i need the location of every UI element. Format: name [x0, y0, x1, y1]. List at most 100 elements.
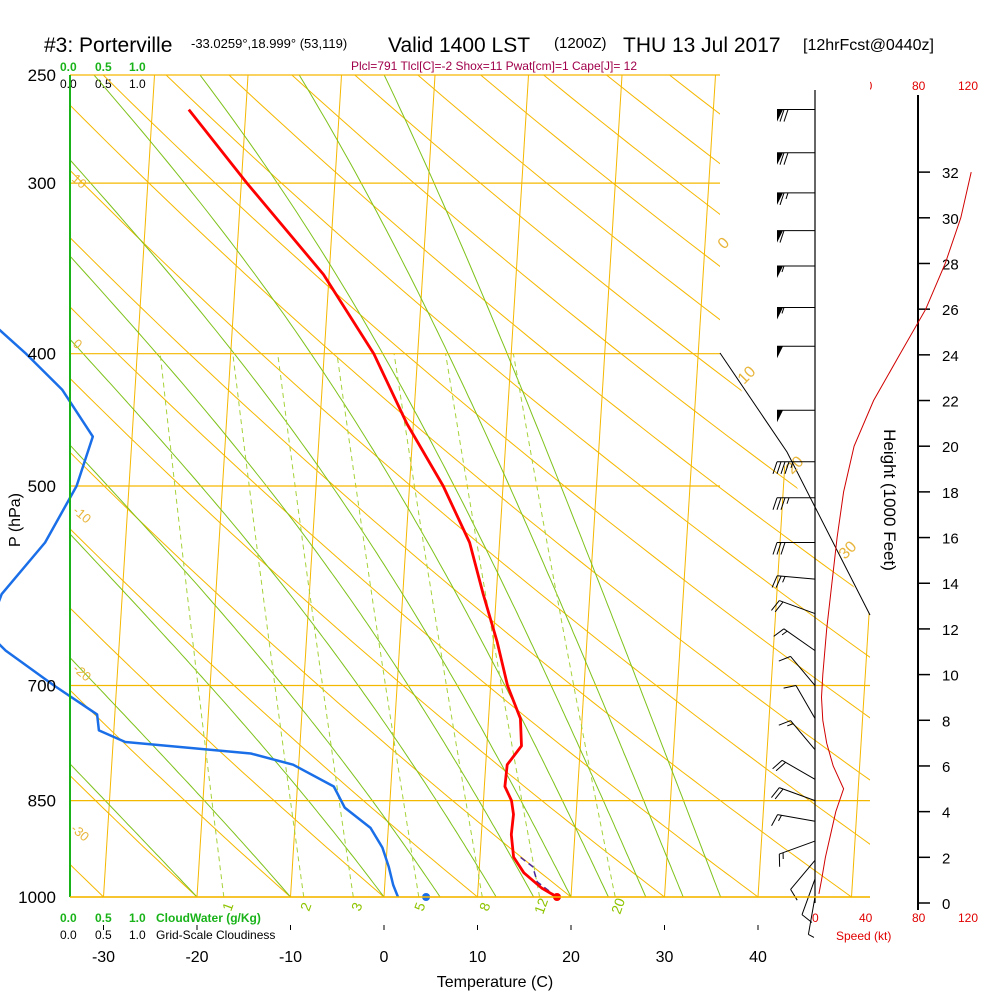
indices-text: Plcl=791 Tlcl[C]=-2 Shox=11 Pwat[cm]=1 C… [351, 59, 637, 73]
wind-barb-feather [776, 461, 782, 474]
cloudwater-tick-bottom-0: 0.0 [60, 911, 77, 925]
dry-adiabat-line [70, 607, 385, 897]
dry-adiabat-line [417, 75, 870, 432]
height-tick-label: 2 [942, 850, 950, 867]
height-tick-label: 22 [942, 394, 959, 411]
wind-barb-feather [784, 461, 790, 474]
speed-tick-top-120: 120 [958, 79, 978, 93]
chart-title-zulu: (1200Z) [554, 35, 607, 52]
speed-tick-bottom-0: 0 [812, 911, 819, 925]
cloudwater-tick-top-2: 1.0 [129, 60, 146, 74]
chart-title-station: #3: Porterville [44, 34, 172, 57]
pressure-tick-label: 500 [28, 477, 56, 496]
temperature-tick-label: 0 [380, 949, 389, 966]
wind-barb-pennant [777, 109, 783, 122]
temperature-line [187, 108, 558, 899]
pressure-tick-label: 400 [28, 345, 56, 364]
dry-adiabat-line [228, 75, 870, 600]
wind-barb-staff [807, 896, 816, 935]
moist-adiabat-line [70, 255, 535, 897]
dry-adiabat-line [70, 377, 665, 897]
wind-barb-staff [779, 840, 816, 855]
moist-adiabat-line [70, 159, 572, 897]
wind-barb-feather [771, 814, 779, 826]
dry-adiabat-line [70, 306, 759, 897]
height-tick-label: 6 [942, 759, 950, 776]
wind-barb-feather [783, 685, 797, 689]
wind-barb-staff [779, 600, 816, 615]
mixing-ratio-line [232, 353, 305, 897]
wind-barb-feather [790, 889, 798, 901]
pressure-tick-label: 300 [28, 174, 56, 193]
moist-adiabat-line [70, 763, 198, 897]
moist-adiabat-line [383, 75, 722, 897]
wind-barb-feather [779, 109, 785, 122]
mixing-ratio-lines [159, 353, 616, 897]
temperature-tick-label: -30 [92, 949, 115, 966]
dry-adiabat-line [70, 774, 198, 897]
moist-adiabat-line [93, 75, 609, 897]
wind-barb-half-feather [787, 723, 794, 727]
dry-adiabat-line [70, 169, 870, 845]
cloudiness-tick-top-2: 1.0 [129, 77, 146, 91]
wind-barb-feather [776, 542, 782, 555]
wind-barb-staff [777, 814, 816, 822]
cloudwater-tick-top-1: 0.5 [95, 60, 112, 74]
wind-barb-staff [777, 575, 816, 580]
dry-adiabat-line [70, 689, 291, 897]
wind-barb-feather [772, 759, 783, 770]
temperature-tick-label: 40 [749, 949, 767, 966]
height-tick-label: 30 [942, 211, 959, 228]
chart-title-date: THU 13 Jul 2017 [623, 34, 781, 57]
temperature-tick-label: 30 [656, 949, 674, 966]
dry-adiabat-label: -20 [70, 661, 94, 685]
wind-barb-staff [781, 759, 816, 780]
wind-barb-pennant [777, 307, 783, 320]
wind-barb-pennant [777, 410, 783, 423]
dry-adiabat-label: -30 [68, 821, 92, 845]
mixing-ratio-label: 2 [297, 900, 315, 913]
dry-adiabat-label: -10 [70, 503, 94, 527]
dry-adiabat-label: 0 [70, 336, 85, 352]
wind-barb-half-feather [808, 933, 815, 938]
wind-barb-feather [778, 655, 791, 662]
temperature-tick-label: -20 [185, 949, 208, 966]
dry-adiabat-line [921, 75, 1000, 897]
dry-adiabat-line [354, 75, 870, 486]
wind-barb-half-feather [785, 192, 789, 200]
mixing-ratio-label: 12 [531, 896, 551, 916]
height-tick-label: 24 [942, 348, 959, 365]
temperature-tick-label: 20 [562, 949, 580, 966]
mixing-ratio-line [393, 353, 483, 897]
wind-barb-half-feather [778, 815, 782, 822]
barb-zone-border [719, 352, 871, 616]
speed-tick-bottom-40: 40 [859, 911, 873, 925]
speed-tick-top-80: 80 [912, 79, 926, 93]
chart-title-forecast: [12hrFcst@0440z] [803, 37, 934, 54]
wind-barb-feather [775, 575, 782, 588]
dry-adiabat-line [857, 75, 870, 85]
mixing-ratio-label: 3 [348, 900, 366, 913]
wind-barb-feather [775, 761, 786, 772]
wind-barb-feather [776, 497, 782, 510]
chart-title-coords: -33.0259°,18.999° (53,119) [191, 36, 347, 51]
speed-axis-label: Speed (kt) [836, 929, 891, 943]
wind-barb-feather [779, 230, 785, 243]
height-tick-label: 12 [942, 622, 959, 639]
wind-barb-feather [780, 497, 786, 510]
mixing-ratio-label: 5 [411, 900, 429, 913]
pressure-tick-label: 850 [28, 792, 56, 811]
wind-barb-staff [790, 720, 816, 750]
wind-barb-staff [790, 656, 816, 686]
cloudiness-tick-bottom-1: 0.5 [95, 928, 112, 942]
wind-barb-feather [771, 575, 778, 588]
wind-barb-feather [780, 542, 786, 555]
x-axis-label: Temperature (C) [437, 974, 553, 991]
dewpoint-line [0, 328, 400, 898]
height-tick-label: 26 [942, 302, 959, 319]
barb-zone-mask [719, 75, 871, 897]
wind-barb-feather [779, 152, 785, 165]
wind-barb-feather [774, 601, 784, 613]
